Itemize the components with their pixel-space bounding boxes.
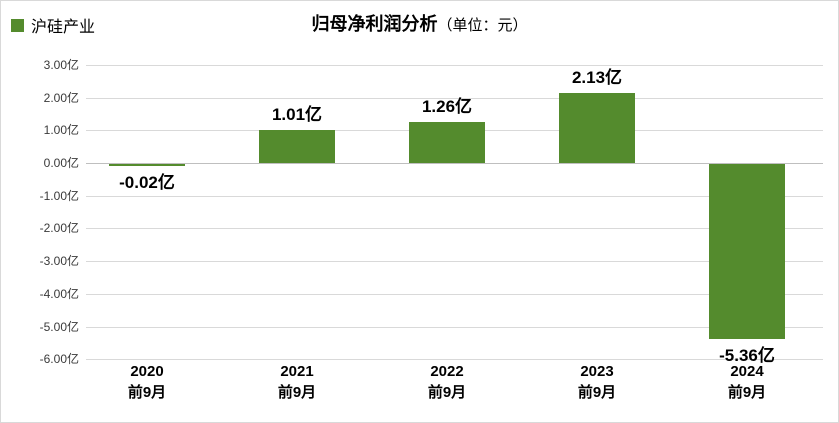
x-axis-label-line: 前9月 (427, 384, 467, 401)
bar (259, 130, 335, 163)
x-axis-label: 2020 前9月 (72, 361, 222, 403)
x-axis-label: 2022 前9月 (372, 361, 522, 403)
chart-title: 归母净利润分析（单位：元） (1, 10, 838, 36)
legend-series-label: 沪硅产业 (31, 19, 96, 36)
x-axis-label-line: 前9月 (577, 384, 617, 401)
gridline (86, 294, 823, 295)
y-axis-tick-label: 0.00亿 (43, 156, 79, 170)
gridline (86, 98, 823, 99)
bar-value-label: 2.13亿 (571, 68, 623, 87)
x-axis-label-line: 前9月 (727, 384, 767, 401)
gridline (86, 261, 823, 262)
legend-swatch-icon (11, 18, 24, 32)
bar-value-label: -5.36亿 (719, 346, 775, 365)
x-axis-label-line: 2021 (280, 363, 314, 380)
bar (709, 164, 785, 339)
y-axis-tick-label: 2.00亿 (43, 91, 79, 105)
x-axis-label: 2021 前9月 (222, 361, 372, 403)
zero-gridline (86, 163, 823, 164)
bar (559, 93, 635, 163)
gridline (86, 65, 823, 66)
chart-title-main: 归母净利润分析 (311, 14, 438, 34)
x-axis-label: 2024 前9月 (672, 361, 822, 403)
gridline (86, 196, 823, 197)
chart-title-unit: （单位：元） (437, 17, 528, 34)
x-axis-label-line: 2023 (580, 363, 614, 380)
y-axis-tick-label: -1.00亿 (39, 189, 79, 203)
gridline (86, 228, 823, 229)
chart-legend: 沪硅产业 (11, 13, 95, 37)
x-axis-label-line: 前9月 (277, 384, 317, 401)
x-axis-label-line: 前9月 (127, 384, 167, 401)
bar-value-label: 1.01亿 (271, 105, 323, 124)
y-axis-tick-label: -3.00亿 (39, 254, 79, 268)
bar-value-label: -0.02亿 (119, 173, 175, 192)
y-axis-tick-label: -6.00亿 (39, 352, 79, 366)
bar (109, 164, 185, 166)
bar (409, 122, 485, 163)
bar-value-label: 1.26亿 (421, 97, 473, 116)
x-axis-label-line: 2020 (130, 363, 164, 380)
y-axis-tick-label: 1.00亿 (43, 123, 79, 137)
y-axis-tick-label: -4.00亿 (39, 287, 79, 301)
x-axis-label-line: 2022 (430, 363, 464, 380)
gridline (86, 327, 823, 328)
gridline (86, 359, 823, 360)
y-axis-tick-label: -5.00亿 (39, 320, 79, 334)
y-axis-tick-label: -2.00亿 (39, 221, 79, 235)
y-axis-tick-label: 3.00亿 (43, 58, 79, 72)
x-axis-label-line: 2024 (730, 363, 764, 380)
x-axis-label: 2023 前9月 (522, 361, 672, 403)
